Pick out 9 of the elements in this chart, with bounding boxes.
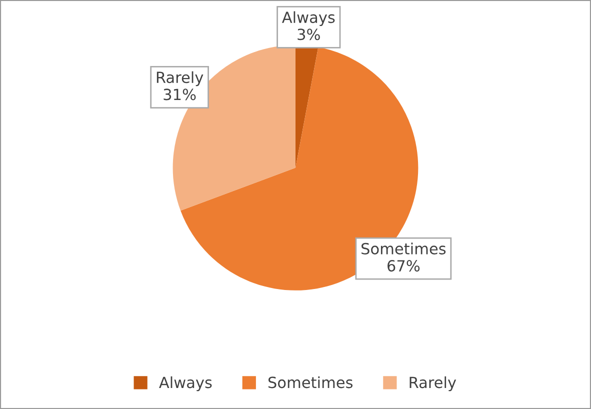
- data-label: 3%: [298, 28, 320, 40]
- slice-label: Sometimes: [362, 242, 446, 254]
- data-label: 67%: [388, 260, 420, 272]
- legend-label: Always: [159, 376, 212, 392]
- legend-label: Rarely: [410, 376, 456, 392]
- data-label: 31%: [164, 88, 196, 100]
- slice-label: Rarely: [156, 71, 204, 86]
- slice-label: Always: [282, 11, 335, 26]
- legend-label: Sometimes: [268, 376, 353, 388]
